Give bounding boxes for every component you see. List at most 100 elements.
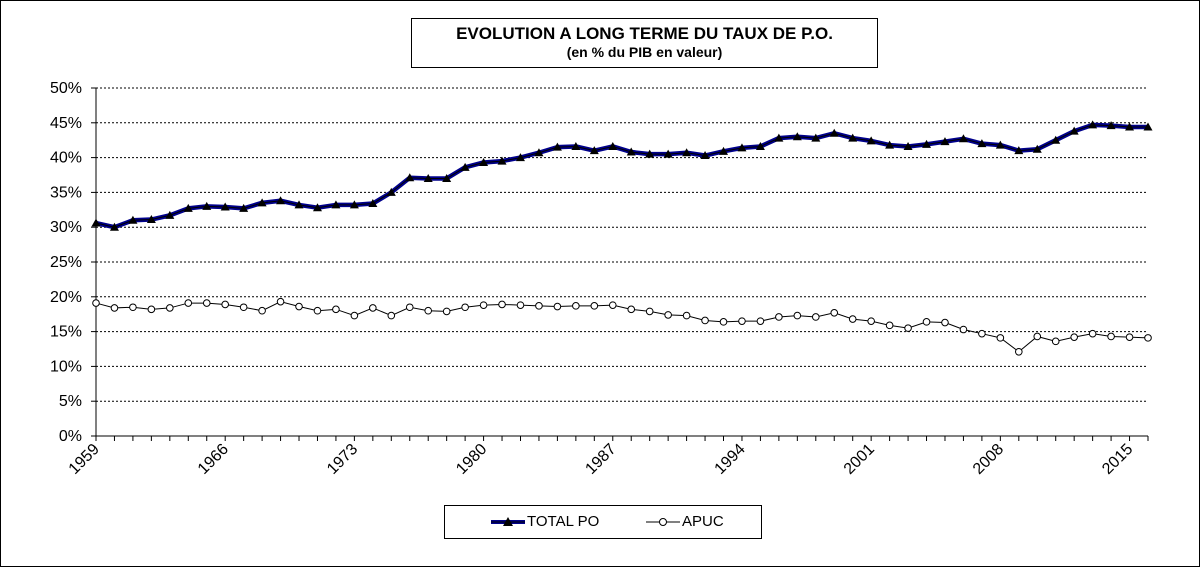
data-point-apuc	[369, 304, 377, 312]
data-point-apuc	[830, 309, 839, 317]
x-tick-label: 1959	[66, 441, 103, 478]
data-point-apuc	[405, 303, 414, 312]
data-point-apuc	[202, 299, 211, 307]
data-point-apuc	[590, 302, 599, 310]
data-point-apuc	[1088, 329, 1097, 338]
legend-label-apuc: APUC	[682, 513, 724, 530]
data-point-apuc	[498, 300, 506, 309]
data-point-total-po	[239, 203, 249, 212]
data-point-total-po	[1051, 135, 1061, 144]
data-point-apuc	[1033, 332, 1042, 341]
data-point-total-po	[737, 143, 747, 152]
data-point-total-po	[515, 153, 525, 162]
data-point-total-po	[1032, 144, 1042, 153]
y-tick-label: 30%	[50, 219, 82, 236]
data-point-total-po	[257, 198, 267, 207]
legend: TOTAL PO APUC	[444, 505, 762, 539]
data-point-apuc	[701, 316, 709, 325]
data-point-total-po	[552, 142, 562, 151]
y-tick-label: 10%	[50, 358, 82, 375]
x-tick-label: 2008	[970, 441, 1007, 478]
data-point-total-po	[940, 137, 950, 146]
data-point-apuc	[184, 299, 193, 307]
data-point-total-po	[626, 147, 636, 156]
data-point-apuc	[811, 313, 820, 321]
x-tick-label: 1973	[324, 441, 361, 478]
data-point-total-po	[922, 139, 932, 148]
x-tick-label: 2015	[1099, 441, 1136, 478]
data-point-total-po	[294, 200, 304, 209]
series-line-total-po-core	[95, 124, 1148, 228]
data-point-apuc	[627, 305, 636, 314]
data-point-total-po	[866, 136, 876, 145]
data-point-apuc	[996, 334, 1005, 342]
data-point-apuc	[295, 302, 303, 311]
data-point-apuc	[793, 311, 802, 320]
data-point-total-po	[1069, 126, 1079, 135]
series-line-total-po	[95, 122, 1148, 230]
x-tick-label: 2001	[841, 441, 878, 478]
data-point-apuc	[645, 307, 654, 316]
data-point-apuc	[166, 304, 174, 312]
y-tick-label: 25%	[50, 254, 82, 271]
data-point-apuc	[350, 311, 359, 320]
y-tick-label: 45%	[50, 115, 82, 132]
y-tick-label: 5%	[59, 393, 82, 410]
data-point-total-po	[405, 173, 415, 182]
y-tick-label: 0%	[59, 428, 82, 445]
data-point-total-po	[755, 141, 765, 150]
data-point-apuc	[276, 297, 285, 306]
data-point-total-po	[1106, 121, 1116, 130]
data-point-total-po	[109, 222, 119, 231]
legend-swatch-apuc	[646, 517, 680, 526]
series-line-apuc	[95, 301, 1149, 353]
data-point-apuc	[867, 317, 875, 325]
data-point-apuc	[110, 304, 119, 312]
data-point-apuc	[756, 317, 765, 325]
y-tick-label: 35%	[50, 184, 82, 201]
y-tick-label: 15%	[50, 324, 82, 341]
data-point-total-po	[479, 157, 489, 166]
data-point-total-po	[460, 162, 470, 171]
data-point-total-po	[1088, 120, 1098, 129]
data-point-apuc	[922, 318, 931, 326]
data-point-apuc	[664, 311, 672, 319]
legend-item-apuc: APUC	[646, 513, 724, 530]
data-point-apuc	[424, 306, 433, 315]
data-point-apuc	[904, 324, 912, 332]
y-tick-label: 50%	[50, 80, 82, 97]
data-point-apuc	[719, 318, 728, 326]
data-point-total-po	[349, 200, 359, 209]
data-point-apuc	[1107, 332, 1115, 341]
chart-title: EVOLUTION A LONG TERME DU TAUX DE P.O.	[456, 24, 833, 43]
data-point-total-po	[829, 128, 839, 137]
data-point-total-po	[1125, 122, 1135, 131]
data-point-apuc	[885, 321, 894, 330]
data-point-apuc	[239, 303, 248, 312]
data-point-total-po	[571, 141, 581, 150]
data-point-apuc	[1051, 337, 1060, 346]
data-point-apuc	[387, 311, 396, 320]
data-point-apuc	[941, 318, 949, 327]
y-tick-label: 40%	[50, 150, 82, 167]
data-point-total-po	[220, 202, 230, 211]
data-point-total-po	[442, 173, 452, 182]
data-point-total-po	[128, 215, 138, 224]
data-point-apuc	[516, 301, 525, 309]
data-point-apuc	[978, 329, 986, 338]
data-point-total-po	[534, 148, 544, 157]
data-point-apuc	[1125, 333, 1134, 341]
data-point-apuc	[959, 325, 968, 334]
data-point-total-po	[885, 140, 895, 149]
data-point-total-po	[848, 133, 858, 142]
data-point-total-po	[165, 210, 175, 219]
data-point-apuc	[129, 303, 137, 312]
data-point-total-po	[386, 187, 396, 196]
data-point-apuc	[1070, 333, 1078, 341]
data-point-total-po	[423, 173, 433, 182]
data-point-apuc	[608, 301, 617, 309]
data-point-total-po	[977, 139, 987, 148]
data-point-total-po	[1143, 122, 1153, 131]
data-point-total-po	[774, 133, 784, 142]
